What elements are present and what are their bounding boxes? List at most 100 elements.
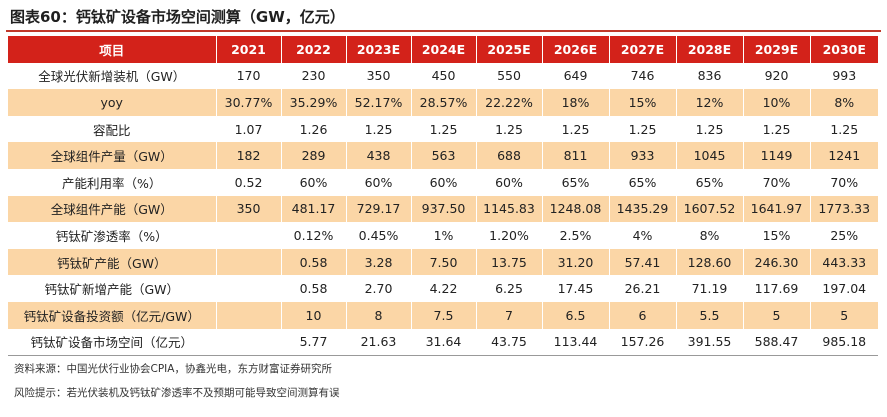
table-cell: 1045 <box>676 142 744 169</box>
header-year: 2030E <box>810 36 878 63</box>
table-cell: 31.64 <box>411 328 477 356</box>
table-cell: 6.25 <box>476 275 543 302</box>
table-cell: 7.50 <box>411 248 477 276</box>
table-cell: 60% <box>476 168 543 196</box>
row-label: 钙钛矿设备投资额（亿元/GW） <box>8 301 217 329</box>
table-cell: 1.26 <box>281 115 347 143</box>
table-cell: 70% <box>743 168 811 196</box>
table-cell: 52.17% <box>346 89 412 116</box>
table-cell: 0.12% <box>281 222 347 249</box>
header-year: 2026E <box>542 36 610 63</box>
table-cell: 8% <box>810 89 878 116</box>
table-cell: 65% <box>542 168 610 196</box>
table-cell: 289 <box>281 142 347 169</box>
header-year: 2028E <box>676 36 744 63</box>
table-cell: 5.77 <box>281 328 347 356</box>
table-cell: 746 <box>609 62 677 90</box>
table-cell: 15% <box>609 89 677 116</box>
header-year: 2029E <box>743 36 811 63</box>
table-cell: 35.29% <box>281 89 347 116</box>
table-cell <box>216 222 282 249</box>
header-year: 2021 <box>216 36 282 63</box>
table-row: 全球组件产能（GW） 350 481.17 729.17 937.50 1145.83 12… <box>8 195 878 223</box>
table-cell: 8 <box>346 301 412 329</box>
table-cell: 588.47 <box>743 328 811 356</box>
table-cell: 17.45 <box>542 275 610 302</box>
table-cell: 1145.83 <box>476 195 543 223</box>
table-row: yoy 30.77% 35.29% 52.17% 28.57% 22.22% 18% 15% 1… <box>8 89 878 116</box>
table-cell: 113.44 <box>542 328 610 356</box>
table-cell: 117.69 <box>743 275 811 302</box>
table-cell: 10% <box>743 89 811 116</box>
table-cell: 0.52 <box>216 168 282 196</box>
table-cell: 5 <box>743 301 811 329</box>
table-cell: 60% <box>281 168 347 196</box>
table-cell: 688 <box>476 142 543 169</box>
table-row: 钙钛矿设备投资额（亿元/GW） 10 8 7.5 7 6.5 6 5.5 5 5 <box>8 301 878 329</box>
row-label: 全球光伏新增装机（GW） <box>8 62 217 90</box>
row-label: 全球组件产能（GW） <box>8 195 217 223</box>
table-row: 全球组件产量（GW） 182 289 438 563 688 811 933 1045 1149 1… <box>8 142 878 169</box>
table-cell: 649 <box>542 62 610 90</box>
table-cell: 43.75 <box>476 328 543 356</box>
table-cell: 993 <box>810 62 878 90</box>
row-label: 钙钛矿产能（GW） <box>8 248 217 276</box>
table-cell: 1.20% <box>476 222 543 249</box>
table-cell: 65% <box>676 168 744 196</box>
row-label: 钙钛矿新增产能（GW） <box>8 275 217 302</box>
table-row: 钙钛矿渗透率（%） 0.12% 0.45% 1% 1.20% 2.5% 4% 8% 15% 25% <box>8 222 878 249</box>
header-year: 2023E <box>346 36 412 63</box>
table-cell: 1435.29 <box>609 195 677 223</box>
table-cell: 1.25 <box>810 115 878 143</box>
row-label: yoy <box>8 89 217 116</box>
table-cell: 0.58 <box>281 275 347 302</box>
table-cell: 0.58 <box>281 248 347 276</box>
row-label: 钙钛矿设备市场空间（亿元） <box>8 328 217 356</box>
table-cell: 65% <box>609 168 677 196</box>
table-cell: 729.17 <box>346 195 412 223</box>
table-cell: 15% <box>743 222 811 249</box>
table-cell: 350 <box>216 195 282 223</box>
table-cell <box>216 248 282 276</box>
table-cell: 4.22 <box>411 275 477 302</box>
table-cell: 1.07 <box>216 115 282 143</box>
table-cell <box>216 328 282 356</box>
figure-title: 图表60：钙钛矿设备市场空间测算（GW，亿元） <box>10 8 345 26</box>
table-cell: 1241 <box>810 142 878 169</box>
table-cell: 1.25 <box>542 115 610 143</box>
header-year: 2025E <box>476 36 543 63</box>
table-cell: 1149 <box>743 142 811 169</box>
table-cell: 60% <box>346 168 412 196</box>
table-cell: 21.63 <box>346 328 412 356</box>
table-cell: 6 <box>609 301 677 329</box>
table-cell: 811 <box>542 142 610 169</box>
table-cell: 26.21 <box>609 275 677 302</box>
table-cell: 391.55 <box>676 328 744 356</box>
table-cell: 230 <box>281 62 347 90</box>
table-cell: 937.50 <box>411 195 477 223</box>
table-cell: 22.22% <box>476 89 543 116</box>
table-cell: 450 <box>411 62 477 90</box>
table-cell: 1% <box>411 222 477 249</box>
table-cell: 6.5 <box>542 301 610 329</box>
table-cell: 7.5 <box>411 301 477 329</box>
table-cell: 1248.08 <box>542 195 610 223</box>
source-note: 资料来源：中国光伏行业协会CPIA，协鑫光电，东方财富证券研究所 <box>14 363 332 375</box>
table-cell: 246.30 <box>743 248 811 276</box>
table-row: 容配比 1.07 1.26 1.25 1.25 1.25 1.25 1.25 1.25 1.25 1… <box>8 115 878 143</box>
header-row: 项目 2021 2022 2023E 2024E 2025E 2026E 2027E 2028E… <box>8 36 878 63</box>
table-cell: 18% <box>542 89 610 116</box>
risk-note: 风险提示：若光伏装机及钙钛矿渗透率不及预期可能导致空间测算有误 <box>14 387 340 399</box>
table-cell: 1.25 <box>609 115 677 143</box>
table-cell: 1607.52 <box>676 195 744 223</box>
table-cell: 8% <box>676 222 744 249</box>
table-cell: 182 <box>216 142 282 169</box>
table-cell: 170 <box>216 62 282 90</box>
table-cell <box>216 275 282 302</box>
table-cell: 4% <box>609 222 677 249</box>
table-cell <box>216 301 282 329</box>
header-year: 2024E <box>411 36 477 63</box>
table-cell: 3.28 <box>346 248 412 276</box>
table-row: 全球光伏新增装机（GW） 170 230 350 450 550 649 746 836 920 9… <box>8 62 878 90</box>
row-label: 钙钛矿渗透率（%） <box>8 222 217 249</box>
